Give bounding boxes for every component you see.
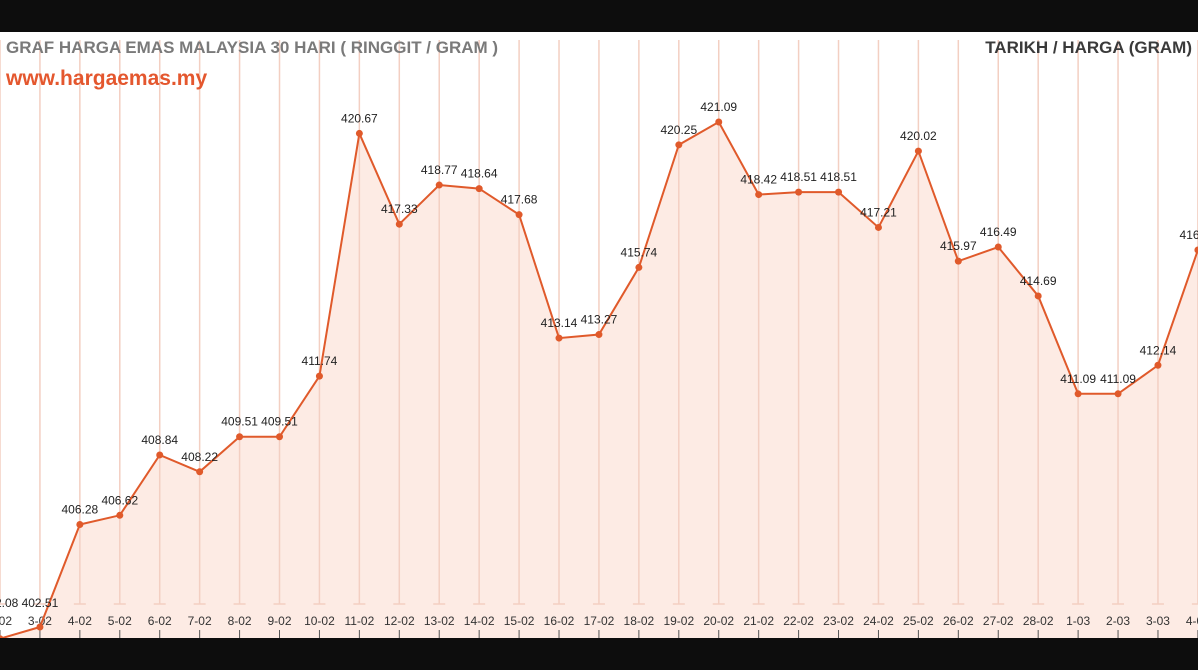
data-label: 408.84	[141, 433, 178, 447]
x-tick-label: 23-02	[823, 614, 854, 628]
x-tick-label: 12-02	[384, 614, 415, 628]
data-label: 411.09	[1100, 372, 1136, 386]
x-tick-label: 1-03	[1066, 614, 1090, 628]
data-label: 402.08	[0, 596, 19, 610]
data-label: 417.33	[381, 202, 418, 216]
x-tick-label: 27-02	[983, 614, 1014, 628]
data-label: 411.74	[302, 354, 338, 368]
data-point	[675, 141, 683, 149]
data-point	[1114, 390, 1122, 398]
data-point	[0, 635, 4, 638]
x-tick-label: 21-02	[743, 614, 774, 628]
x-tick-label: 7-02	[188, 614, 212, 628]
x-tick-label: 25-02	[903, 614, 934, 628]
x-tick-label: 28-02	[1023, 614, 1054, 628]
data-label: 420.67	[341, 111, 378, 125]
data-label: 414.69	[1020, 274, 1057, 288]
x-tick-label: 16-02	[544, 614, 575, 628]
x-tick-label: 18-02	[624, 614, 655, 628]
x-tick-label: 19-02	[663, 614, 694, 628]
x-tick-label: 8-02	[228, 614, 252, 628]
data-label: 415.97	[940, 239, 977, 253]
data-point	[435, 181, 443, 189]
data-point	[1034, 292, 1042, 300]
data-point	[355, 129, 363, 137]
data-point	[994, 243, 1002, 251]
data-point	[196, 468, 204, 476]
data-point	[874, 223, 882, 231]
data-point	[395, 220, 403, 228]
data-point	[515, 211, 523, 219]
x-tick-label: 2-02	[0, 614, 12, 628]
data-point	[555, 334, 563, 342]
x-tick-label: 2-03	[1106, 614, 1130, 628]
gold-price-chart: 2-02 3-02 4-02 5-02 6-02 7-02 8-02 9-02 10-02 11-…	[0, 40, 1198, 638]
data-point	[595, 331, 603, 339]
data-label: 412.14	[1140, 343, 1177, 357]
x-tick-label: 14-02	[464, 614, 495, 628]
data-point	[156, 451, 164, 459]
data-label: 418.64	[461, 167, 498, 181]
data-point	[635, 263, 643, 271]
data-point	[1074, 390, 1082, 398]
x-tick-label: 4-03	[1186, 614, 1198, 628]
data-label: 420.25	[660, 123, 697, 137]
data-point	[76, 521, 84, 529]
x-tick-label: 13-02	[424, 614, 455, 628]
x-tick-label: 10-02	[304, 614, 335, 628]
data-label: 417.21	[860, 205, 897, 219]
data-label: 418.51	[820, 170, 857, 184]
x-tick-label: 11-02	[344, 614, 374, 628]
data-point	[276, 433, 284, 441]
data-point	[954, 257, 962, 265]
data-point	[315, 372, 323, 380]
data-label: 421.09	[700, 100, 737, 114]
data-label: 413.14	[541, 316, 578, 330]
x-tick-label: 3-03	[1146, 614, 1170, 628]
data-label: 409.51	[261, 415, 298, 429]
data-point	[1194, 246, 1198, 254]
x-tick-label: 5-02	[108, 614, 132, 628]
data-label: 418.51	[780, 170, 817, 184]
data-label: 408.22	[181, 450, 218, 464]
x-tick-label: 26-02	[943, 614, 974, 628]
x-tick-label: 15-02	[504, 614, 535, 628]
data-label: 415.74	[621, 245, 658, 259]
data-point	[795, 188, 803, 196]
data-point	[36, 623, 44, 631]
data-label: 416.49	[980, 225, 1017, 239]
x-tick-label: 24-02	[863, 614, 894, 628]
x-tick-label: 22-02	[783, 614, 814, 628]
data-label: 418.77	[421, 163, 458, 177]
data-label: 417.68	[501, 193, 538, 207]
x-tick-label: 6-02	[148, 614, 172, 628]
data-label: 418.42	[740, 173, 777, 187]
data-point	[236, 433, 244, 441]
data-point	[755, 191, 763, 199]
data-point	[475, 185, 483, 193]
data-point	[116, 511, 124, 519]
data-label: 402.51	[22, 596, 59, 610]
data-point	[835, 188, 843, 196]
chart-title: GRAF HARGA EMAS MALAYSIA 30 HARI ( RINGG…	[6, 38, 499, 57]
x-tick-label: 20-02	[703, 614, 734, 628]
data-point	[1154, 361, 1162, 369]
data-label: 413.27	[581, 313, 618, 327]
data-label: 411.09	[1060, 372, 1096, 386]
data-label: 416.38	[1180, 228, 1198, 242]
data-label: 406.62	[101, 493, 138, 507]
x-tick-label: 4-02	[68, 614, 92, 628]
x-tick-label: 9-02	[267, 614, 291, 628]
data-point	[914, 147, 922, 155]
data-label: 409.51	[221, 415, 258, 429]
x-tick-label: 17-02	[584, 614, 615, 628]
x-tick-label: 3-02	[28, 614, 52, 628]
data-point	[715, 118, 723, 126]
data-label: 420.02	[900, 129, 937, 143]
chart-area: 2-02 3-02 4-02 5-02 6-02 7-02 8-02 9-02 10-02 11-…	[0, 32, 1198, 638]
site-link[interactable]: www.hargaemas.my	[6, 67, 208, 90]
legend-label: TARIKH / HARGA (GRAM)	[985, 38, 1192, 57]
data-label: 406.28	[62, 503, 99, 517]
